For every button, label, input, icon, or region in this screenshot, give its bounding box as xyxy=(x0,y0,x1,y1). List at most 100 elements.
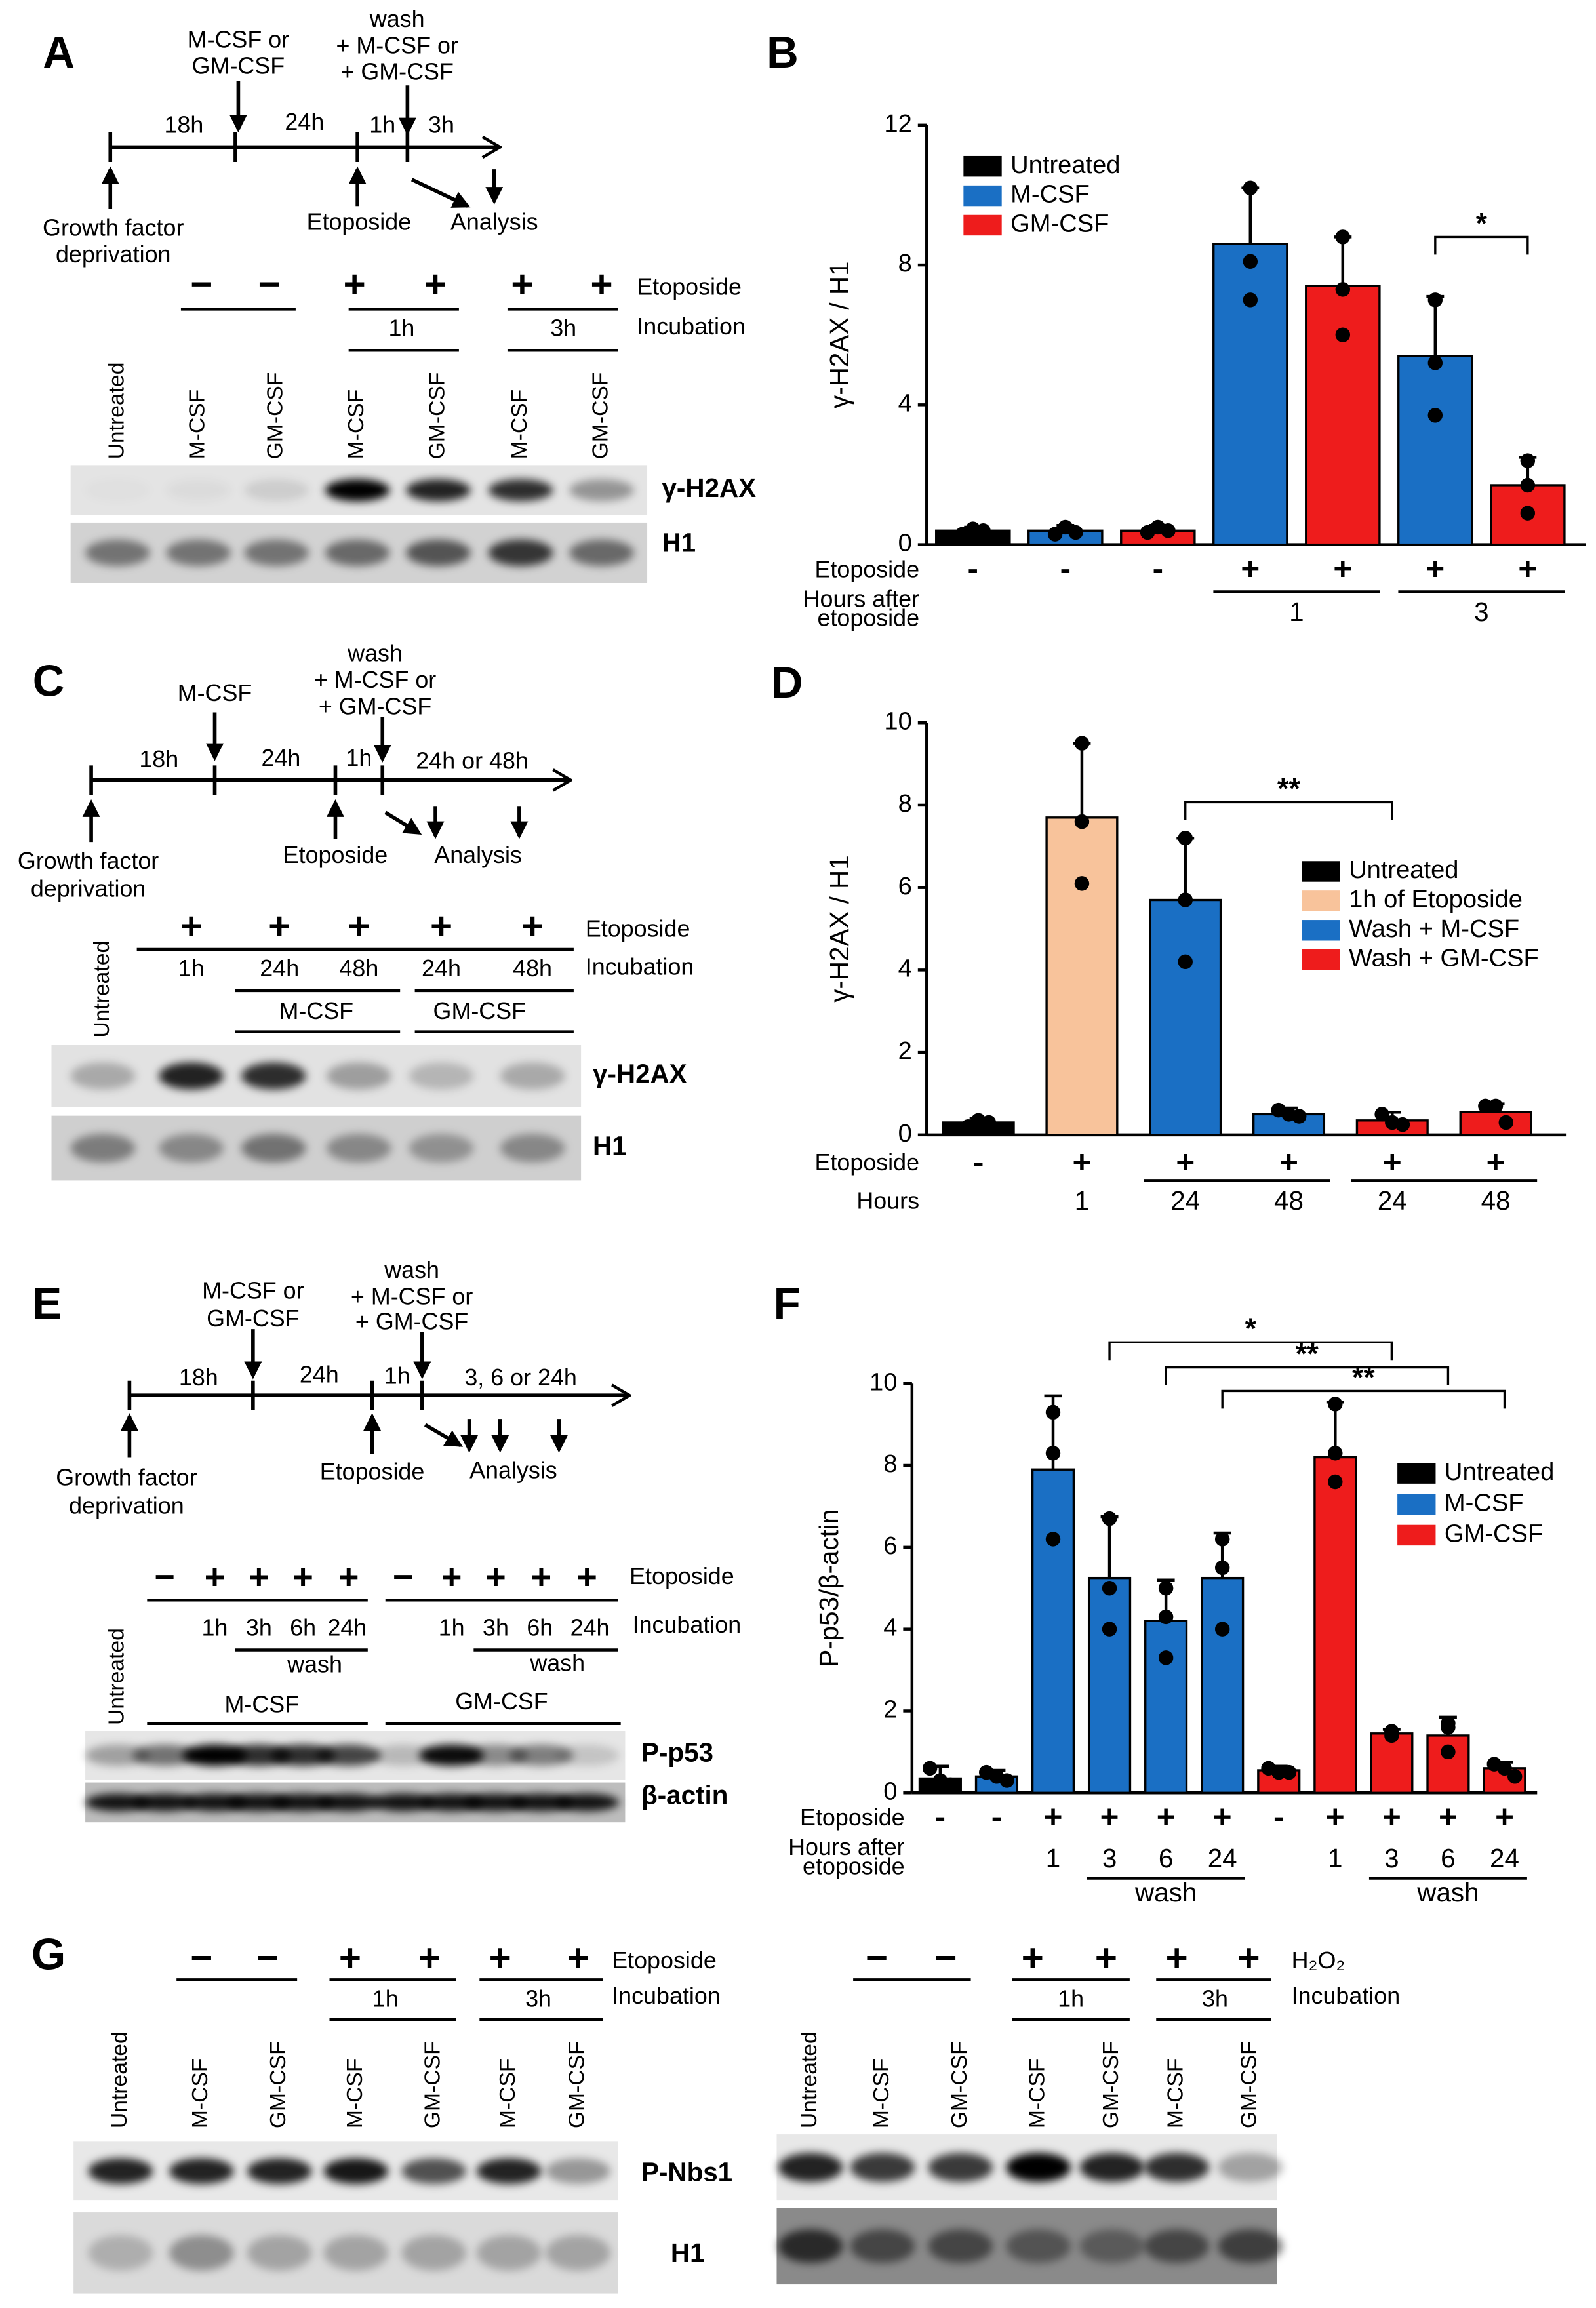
y-tick-label: 6 xyxy=(883,1532,897,1560)
data-point xyxy=(1074,876,1090,891)
hours-label: 6 xyxy=(1159,1843,1173,1873)
interval-label: 18h xyxy=(139,746,178,772)
significance-label: * xyxy=(1476,206,1488,239)
legend-label: Untreated xyxy=(1349,856,1458,884)
hours-label: 24 xyxy=(1170,1185,1200,1216)
significance-label: ** xyxy=(1277,771,1300,805)
legend-label: M-CSF xyxy=(1445,1488,1524,1517)
blot-band xyxy=(928,2229,993,2263)
timeline-text: Analysis xyxy=(450,209,538,235)
blot-band xyxy=(85,539,150,567)
etoposide-sign: + xyxy=(1213,1799,1232,1835)
panel-letter: B xyxy=(767,28,799,77)
blot-band xyxy=(778,2229,843,2263)
group-label: M-CSF xyxy=(225,1691,300,1717)
y-axis-label: γ-H2AX / H1 xyxy=(824,261,854,408)
blot-band xyxy=(488,539,553,567)
data-point xyxy=(1178,831,1193,846)
legend-label: 1h of Etoposide xyxy=(1349,885,1523,913)
hours-label: 1 xyxy=(1075,1185,1089,1216)
blot-band xyxy=(1144,2229,1209,2263)
legend-label: GM-CSF xyxy=(1445,1520,1543,1548)
blot-band xyxy=(554,1793,620,1812)
blot-band xyxy=(327,1062,391,1090)
blot-band xyxy=(159,1062,224,1090)
blot-band xyxy=(569,479,634,502)
group-label: 3 xyxy=(1474,597,1488,627)
legend-swatch xyxy=(1302,920,1340,941)
data-point xyxy=(1384,1728,1399,1743)
label: Etoposide xyxy=(612,1947,717,1974)
timeline-text: Growth factor xyxy=(18,848,159,874)
treatment-sign: + xyxy=(1095,1937,1117,1980)
data-point xyxy=(1161,523,1176,538)
treatment-sign: + xyxy=(424,263,447,306)
data-point xyxy=(1045,1532,1061,1547)
treatment-sign: + xyxy=(485,1557,506,1597)
etoposide-sign: + xyxy=(1518,551,1537,587)
blot-band xyxy=(1079,2153,1145,2182)
blot-band xyxy=(241,1062,306,1090)
treatment-sign: + xyxy=(205,1557,225,1597)
bar xyxy=(1045,816,1119,1136)
blot-band xyxy=(270,1744,336,1766)
treatment-sign: + xyxy=(531,1557,551,1597)
blot-band xyxy=(928,2153,993,2182)
group-label: GM-CSF xyxy=(455,1688,548,1715)
bar xyxy=(1087,1576,1132,1794)
blot-band xyxy=(476,2158,542,2184)
timeline-text: M-CSF or xyxy=(202,1277,304,1303)
y-tick-label: 0 xyxy=(883,1777,897,1805)
etoposide-sign: - xyxy=(991,1799,1002,1835)
blot-band xyxy=(70,1062,136,1090)
timeline-text: GM-CSF xyxy=(192,53,285,79)
bar xyxy=(1201,1576,1245,1794)
interval-label: 1h xyxy=(384,1363,410,1389)
etoposide-sign: + xyxy=(1486,1144,1506,1180)
significance-label: * xyxy=(1245,1311,1256,1345)
treatment-sign: + xyxy=(348,905,370,947)
treatment-sign: + xyxy=(1022,1937,1044,1980)
data-point xyxy=(1427,292,1443,308)
y-tick-label: 4 xyxy=(883,1614,897,1642)
significance-bracket xyxy=(1184,801,1393,820)
data-point xyxy=(1478,1098,1493,1114)
timeline-text: wash xyxy=(384,1257,439,1283)
etoposide-sign: - xyxy=(1153,551,1163,587)
blot-band xyxy=(132,1744,197,1766)
etoposide-sign: - xyxy=(1273,1799,1284,1835)
group-label: M-CSF xyxy=(279,998,354,1024)
lane-label: M-CSF xyxy=(1026,2059,1050,2129)
treatment-sign: − xyxy=(258,263,280,306)
etoposide-sign: + xyxy=(1333,551,1352,587)
band-label: H1 xyxy=(671,2238,705,2268)
lane-label: M-CSF xyxy=(344,389,369,460)
etoposide-sign: + xyxy=(1382,1799,1401,1835)
blot-band xyxy=(488,479,553,502)
hours-label: 3 xyxy=(1384,1843,1399,1873)
treatment-sign: + xyxy=(339,1937,361,1980)
timeline-text: wash xyxy=(347,640,403,666)
time-label: 1h xyxy=(439,1615,465,1641)
timeline-text: + M-CSF or xyxy=(314,667,436,693)
blot-band xyxy=(169,2158,234,2184)
data-point xyxy=(1497,1761,1512,1776)
timeline-text: wash xyxy=(369,6,425,32)
panel-letter: E xyxy=(32,1279,62,1328)
blot-band xyxy=(166,479,231,502)
blot-band xyxy=(1144,2153,1209,2182)
blot-band xyxy=(406,539,471,567)
data-point xyxy=(1158,1581,1174,1596)
row-label: Hours xyxy=(856,1188,919,1214)
time-label: 3h xyxy=(483,1615,509,1641)
data-point xyxy=(1074,814,1090,829)
blot-band xyxy=(323,2158,389,2184)
data-point xyxy=(981,1115,997,1130)
hours-label: 24 xyxy=(1208,1843,1237,1873)
hours-label: 3 xyxy=(1102,1843,1117,1873)
lane-label: GM-CSF xyxy=(1237,2041,1262,2128)
blot-band xyxy=(85,1793,150,1812)
data-point xyxy=(943,1777,958,1793)
treatment-sign: + xyxy=(180,905,203,947)
data-point xyxy=(976,523,991,538)
